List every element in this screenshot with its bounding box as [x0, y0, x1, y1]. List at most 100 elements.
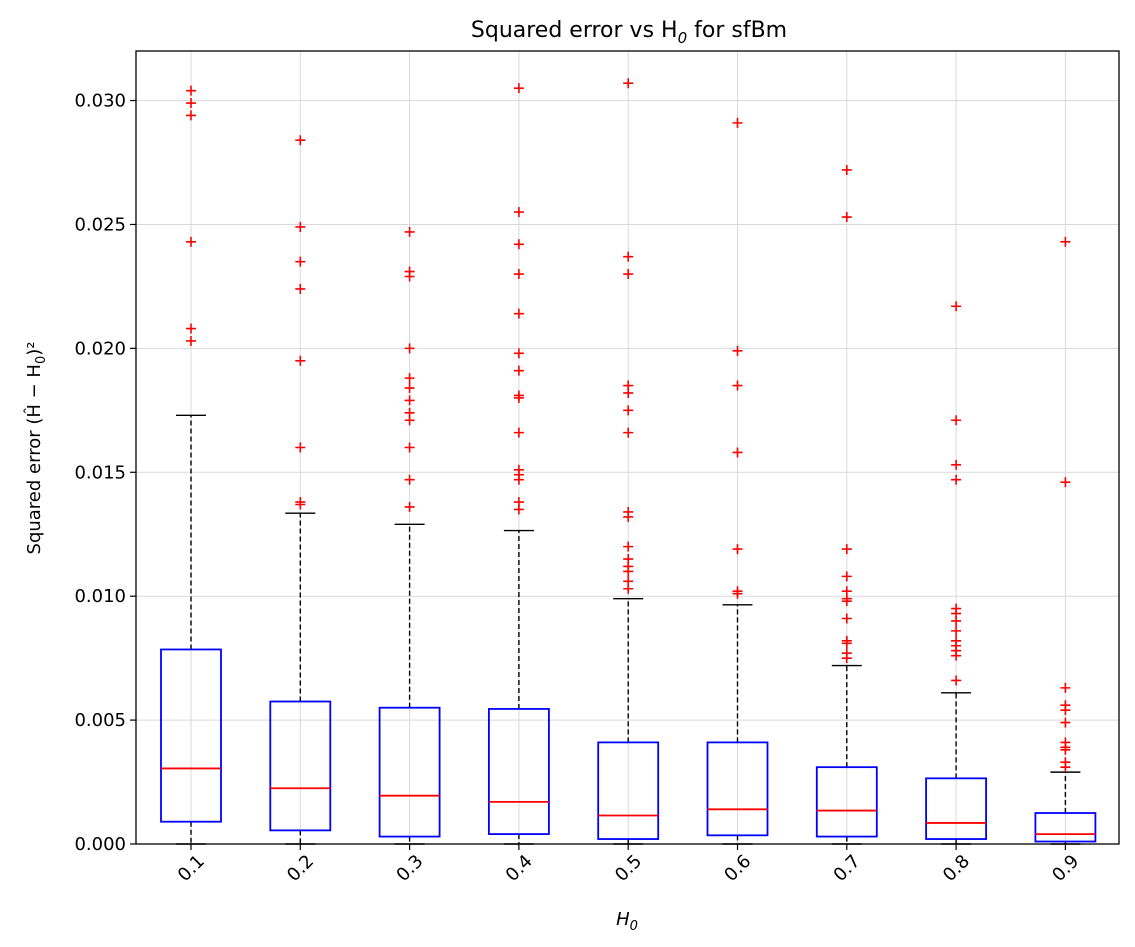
outlier-point	[186, 98, 196, 109]
outlier-point	[732, 588, 743, 599]
y-tick-label: 0.030	[74, 91, 126, 112]
outlier-point	[513, 427, 524, 438]
plot-frame	[135, 50, 1120, 845]
iqr-box	[487, 708, 550, 835]
outlier-point	[623, 405, 634, 416]
iqr-box	[925, 777, 987, 840]
box-group	[160, 85, 222, 845]
outlier-point	[513, 269, 524, 280]
outlier-point	[951, 301, 962, 312]
outlier-point	[951, 650, 962, 661]
box-group	[269, 135, 332, 845]
outlier-point	[623, 387, 634, 398]
outlier-point	[841, 596, 852, 607]
chart-title: Squared error vs H0 for sfBm	[471, 18, 787, 47]
outlier-point	[513, 392, 524, 403]
outlier-point	[513, 239, 524, 250]
outlier-point	[951, 615, 962, 626]
outlier-point	[732, 544, 743, 555]
outlier-point	[404, 383, 415, 394]
outlier-point	[732, 380, 743, 391]
outlier-point	[513, 504, 524, 515]
iqr-box	[597, 741, 660, 840]
outlier-point	[1060, 744, 1071, 755]
outlier-point	[841, 638, 852, 649]
iqr-box	[1034, 812, 1097, 843]
outlier-point	[186, 236, 196, 247]
iqr-box	[378, 706, 441, 838]
outlier-point	[295, 256, 306, 267]
y-tick-label: 0.020	[74, 338, 126, 359]
outlier-point	[295, 221, 306, 232]
outlier-point	[623, 541, 634, 552]
outlier-point	[295, 442, 306, 453]
box-group	[925, 301, 987, 845]
iqr-box	[706, 741, 769, 837]
outlier-point	[186, 85, 196, 96]
iqr-box	[269, 700, 332, 832]
outlier-point	[623, 78, 634, 89]
iqr-box	[160, 648, 222, 823]
box-group	[378, 226, 441, 845]
outlier-point	[186, 335, 196, 346]
outlier-point	[841, 164, 852, 175]
outlier-point	[841, 613, 852, 624]
outlier-point	[951, 415, 962, 426]
outlier-point	[295, 499, 306, 510]
y-axis: 0.000 0.005 0.010 0.015 0.020 0.025 0.030	[74, 91, 136, 855]
outlier-point	[951, 459, 962, 470]
outlier-point	[841, 212, 852, 223]
outlier-point	[404, 373, 415, 384]
x-axis-label: H0	[616, 909, 638, 934]
outlier-point	[623, 269, 634, 280]
outlier-point	[1060, 762, 1071, 773]
outlier-point	[513, 348, 524, 359]
outlier-point	[623, 583, 634, 594]
outlier-point	[404, 226, 415, 237]
outlier-point	[732, 345, 743, 356]
outlier-point	[513, 308, 524, 319]
y-tick-label: 0.005	[74, 710, 126, 731]
outlier-point	[513, 83, 524, 94]
outlier-point	[1060, 477, 1071, 488]
outlier-point	[1060, 717, 1071, 728]
outlier-point	[1060, 705, 1071, 716]
outlier-point	[513, 207, 524, 218]
outlier-point	[623, 566, 634, 577]
outlier-point	[732, 117, 743, 128]
outlier-point	[841, 544, 852, 555]
outlier-point	[732, 447, 743, 458]
outlier-point	[404, 271, 415, 282]
outlier-point	[841, 653, 852, 664]
outlier-point	[186, 323, 196, 334]
outlier-point	[404, 474, 415, 485]
outlier-point	[1060, 682, 1071, 693]
outlier-point	[623, 511, 634, 522]
outlier-point	[951, 625, 962, 636]
outlier-point	[404, 442, 415, 453]
outlier-point	[404, 415, 415, 426]
outlier-point	[623, 427, 634, 438]
outlier-point	[404, 343, 415, 354]
box-group	[815, 164, 878, 845]
outlier-point	[513, 365, 524, 376]
outlier-point	[186, 110, 196, 121]
outlier-point	[295, 283, 306, 294]
y-tick-label: 0.010	[74, 586, 126, 607]
outlier-point	[951, 474, 962, 485]
outlier-point	[841, 571, 852, 582]
outlier-point	[295, 355, 306, 366]
outlier-point	[295, 135, 306, 146]
y-tick-label: 0.015	[74, 462, 126, 483]
outlier-point	[404, 501, 415, 512]
box-group	[706, 117, 769, 845]
y-tick-label: 0.000	[74, 834, 126, 855]
outlier-point	[951, 675, 962, 686]
y-tick-label: 0.025	[74, 214, 126, 235]
outlier-point	[513, 474, 524, 485]
outlier-point	[623, 251, 634, 262]
outlier-point	[404, 395, 415, 406]
iqr-box	[815, 766, 878, 838]
